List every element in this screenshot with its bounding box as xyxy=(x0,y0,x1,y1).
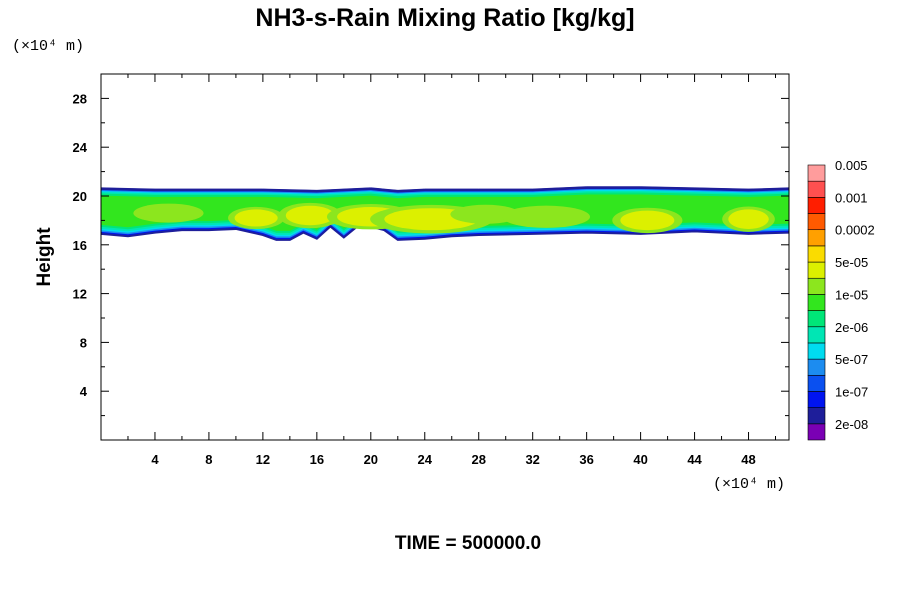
colorbar: 2e-08 1e-07 5e-07 2e-06 1e-05 5e-05 0.0002 0.00… xyxy=(807,158,875,441)
x-tick-label-32: 32 xyxy=(525,452,539,467)
x-tick-label-36: 36 xyxy=(579,452,593,467)
y-tick-label-4: 4 xyxy=(80,384,88,399)
x-tick-label-4: 4 xyxy=(151,452,159,467)
colorbar-swatch-15 xyxy=(807,180,826,198)
colorbar-swatch-9 xyxy=(807,277,826,295)
colorbar-swatch-10 xyxy=(807,261,826,279)
y-unit-label: (×10⁴ m) xyxy=(12,38,84,55)
footer-time: TIME = 500000.0 xyxy=(395,533,541,554)
hotspot-core-8 xyxy=(141,205,196,221)
chart-title: NH3-s-Rain Mixing Ratio [kg/kg] xyxy=(255,4,634,32)
colorbar-swatch-13 xyxy=(807,213,826,231)
hotspot-core-5 xyxy=(512,208,580,226)
y-tick-label-12: 12 xyxy=(73,287,87,302)
colorbar-swatch-5 xyxy=(807,342,826,360)
top-fringe-9 xyxy=(532,186,587,192)
x-tick-label-20: 20 xyxy=(364,452,378,467)
colorbar-swatch-3 xyxy=(807,374,826,392)
colorbar-label-5: 5e-05 xyxy=(835,255,868,270)
hotspot-core-6 xyxy=(620,210,675,231)
x-tick-label-16: 16 xyxy=(310,452,324,467)
hotspot-core-7 xyxy=(728,209,769,229)
hotspot-core-4 xyxy=(458,206,513,222)
x-tick-label-24: 24 xyxy=(418,452,433,467)
colorbar-swatch-4 xyxy=(807,358,826,376)
y-axis-label: Height xyxy=(34,227,55,287)
colorbar-swatch-1 xyxy=(807,407,826,425)
colorbar-swatch-0 xyxy=(807,423,826,441)
colorbar-swatch-6 xyxy=(807,326,826,344)
colorbar-swatch-11 xyxy=(807,245,826,263)
top-fringe-0 xyxy=(101,187,155,192)
y-tick-label-16: 16 xyxy=(73,238,87,253)
hotspot-core-1 xyxy=(285,205,335,226)
x-tick-label-12: 12 xyxy=(256,452,270,467)
top-fringe-6 xyxy=(397,188,425,193)
colorbar-label-7: 0.001 xyxy=(835,190,868,205)
colorbar-swatch-14 xyxy=(807,197,826,214)
colorbar-label-3: 2e-06 xyxy=(835,320,868,335)
colorbar-swatch-7 xyxy=(807,310,826,328)
top-fringe-12 xyxy=(694,187,749,192)
colorbar-swatch-8 xyxy=(807,294,826,311)
colorbar-label-1: 1e-07 xyxy=(835,384,868,399)
x-tick-label-40: 40 xyxy=(633,452,647,467)
colorbar-label-6: 0.0002 xyxy=(835,223,875,238)
top-fringe-13 xyxy=(748,187,789,192)
colorbar-swatch-16 xyxy=(807,164,826,182)
field-layer xyxy=(101,186,789,241)
top-fringe-3 xyxy=(262,188,317,193)
top-fringe-4 xyxy=(316,187,371,193)
colorbar-label-4: 1e-05 xyxy=(835,287,868,302)
colorbar-swatch-12 xyxy=(807,229,826,247)
x-unit-label: (×10⁴ m) xyxy=(713,476,785,493)
plot-area xyxy=(101,186,789,241)
y-tick-label-8: 8 xyxy=(80,335,87,350)
colorbar-swatch-2 xyxy=(807,391,826,408)
colorbar-label-0: 2e-08 xyxy=(835,417,868,432)
x-tick-label-48: 48 xyxy=(741,452,755,467)
top-fringe-11 xyxy=(640,186,695,190)
x-tick-label-28: 28 xyxy=(471,452,485,467)
x-tick-label-44: 44 xyxy=(687,452,702,467)
y-tick-label-28: 28 xyxy=(73,91,87,106)
colorbar-label-2: 5e-07 xyxy=(835,352,868,367)
top-fringe-5 xyxy=(370,187,398,193)
hotspot-core-0 xyxy=(234,209,278,227)
plot-frame xyxy=(100,73,790,441)
y-tick-label-24: 24 xyxy=(73,140,88,155)
x-tick-label-8: 8 xyxy=(205,452,212,467)
y-tick-label-20: 20 xyxy=(73,189,87,204)
colorbar-label-8: 0.005 xyxy=(835,158,868,173)
